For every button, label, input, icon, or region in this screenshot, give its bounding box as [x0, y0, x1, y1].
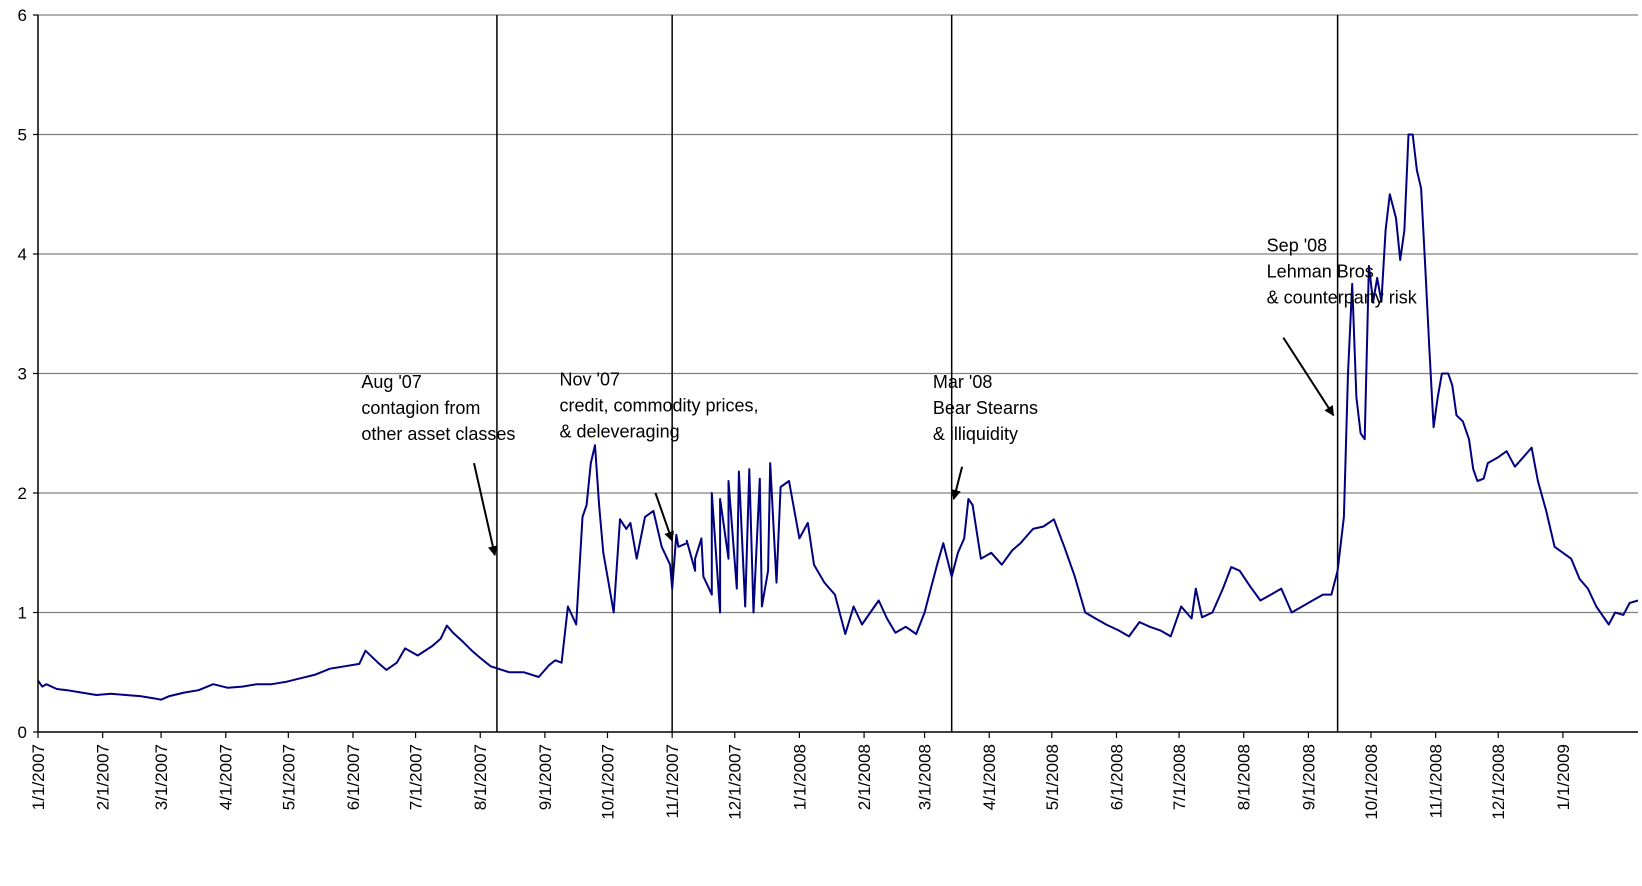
x-tick-label: 5/1/2007	[279, 744, 298, 810]
x-tick-label: 9/1/2007	[536, 744, 555, 810]
annotation-line: Aug '07	[361, 372, 422, 392]
annotations: Aug '07 contagion from other asset classes…	[361, 236, 1418, 557]
annotation-arrow	[473, 462, 498, 557]
x-tick-label: 12/1/2008	[1489, 744, 1508, 820]
annotation-arrow	[654, 492, 674, 542]
annotation-arrow	[1282, 337, 1335, 417]
annotation-line: Sep '08	[1267, 236, 1328, 256]
y-tick-label: 0	[18, 723, 27, 742]
annotation-line: contagion from	[361, 398, 480, 418]
gridlines	[38, 14, 1638, 614]
x-tick-label: 2/1/2007	[94, 744, 113, 810]
x-axis-ticks: 1/1/2007 2/1/2007 3/1/2007 4/1/2007 5/1/2007…	[29, 732, 1573, 820]
y-tick-label: 1	[18, 604, 27, 623]
y-tick-label: 3	[18, 365, 27, 384]
y-tick-label: 2	[18, 484, 27, 503]
x-tick-label: 4/1/2007	[217, 744, 236, 810]
annotation-line: Bear Stearns	[933, 398, 1038, 418]
series-group	[37, 133, 1639, 701]
x-tick-label: 12/1/2007	[726, 744, 745, 820]
annotation-line: other asset classes	[361, 424, 515, 444]
x-tick-label: 5/1/2008	[1043, 744, 1062, 810]
y-axis-ticks: 0 1 2 3 4 5 6	[18, 6, 38, 742]
x-tick-label: 3/1/2007	[152, 744, 171, 810]
annotation-line: & counterparty risk	[1267, 288, 1418, 308]
y-tick-label: 4	[18, 245, 27, 264]
x-tick-label: 10/1/2008	[1362, 744, 1381, 820]
x-tick-label: 11/1/2008	[1427, 744, 1446, 818]
x-tick-label: 7/1/2007	[407, 744, 426, 810]
x-tick-label: 8/1/2007	[471, 744, 490, 810]
x-tick-label: 6/1/2007	[344, 744, 363, 810]
x-tick-label: 10/1/2007	[598, 744, 617, 820]
annotation-line: & deleveraging	[560, 421, 680, 441]
series-line	[37, 133, 1639, 701]
x-tick-label: 4/1/2008	[980, 744, 999, 810]
x-tick-label: 1/1/2008	[790, 744, 809, 810]
x-tick-label: 9/1/2008	[1299, 744, 1318, 810]
y-tick-label: 5	[18, 126, 27, 145]
annotation-line: Nov '07	[560, 369, 620, 389]
annotation-arrow	[951, 466, 964, 500]
annotation-line: credit, commodity prices,	[560, 395, 759, 415]
event-lines	[496, 15, 1339, 732]
x-tick-label: 6/1/2008	[1107, 744, 1126, 810]
x-tick-label: 8/1/2008	[1235, 744, 1254, 810]
x-tick-label: 1/1/2007	[29, 744, 48, 810]
annotation-line: Lehman Bros	[1267, 262, 1374, 282]
x-tick-label: 1/1/2009	[1554, 744, 1573, 810]
y-tick-label: 6	[18, 6, 27, 25]
x-tick-label: 3/1/2008	[916, 744, 935, 810]
x-tick-label: 2/1/2008	[855, 744, 874, 810]
annotation-line: Mar '08	[933, 372, 992, 392]
x-tick-label: 7/1/2008	[1170, 744, 1189, 810]
annotation-line: & illiquidity	[933, 424, 1018, 444]
x-tick-label: 11/1/2007	[663, 744, 682, 818]
